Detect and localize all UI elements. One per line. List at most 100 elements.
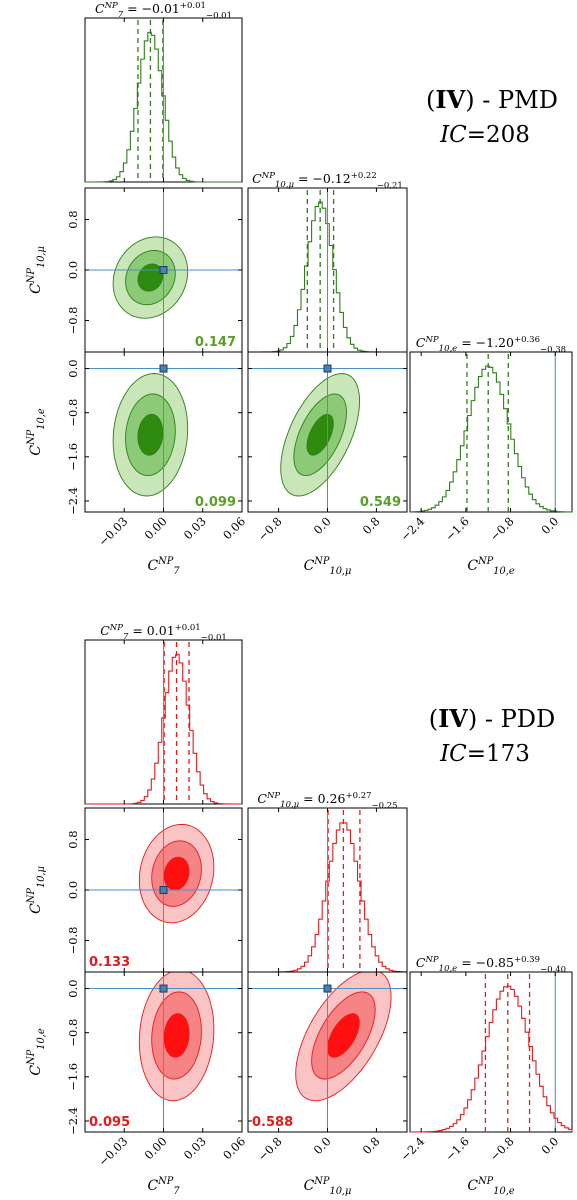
sm-point-marker — [159, 364, 168, 373]
x-tick-label: 0.0 — [539, 514, 562, 537]
x-tick-label: −0.8 — [487, 514, 517, 544]
x-axis-label: CNP10,e — [467, 556, 514, 577]
histogram-10: CNP10,μ = 0.26+0.27−0.25 — [247, 791, 408, 973]
correlation-label: 0.099 — [195, 495, 236, 510]
contour-group — [85, 808, 242, 972]
x-tick-label: 0.06 — [220, 514, 248, 542]
x-tick-label: −1.6 — [442, 1134, 472, 1164]
x-tick-label: −0.8 — [255, 1134, 285, 1164]
y-tick-label: 0.8 — [66, 830, 80, 848]
histogram-title: CNP10,e = −1.20+0.36−0.38 — [416, 335, 566, 355]
contour-panel-1-2: 0.588 — [247, 971, 408, 1133]
contour-1sigma — [163, 856, 190, 891]
contour-1sigma — [137, 263, 164, 292]
contour-group — [85, 188, 242, 352]
x-tick-label: −2.4 — [398, 514, 428, 544]
model-label: (IV) - PDD — [429, 704, 556, 733]
x-tick-label: 0.8 — [360, 514, 383, 537]
histogram-frame — [409, 971, 573, 1133]
histogram-title: CNP7 = −0.01+0.01−0.01 — [95, 1, 232, 21]
x-tick-label: 0.0 — [311, 1134, 334, 1157]
y-tick-label: 0.8 — [66, 210, 80, 228]
x-tick-label: 0.06 — [220, 1134, 248, 1162]
x-tick-label: 0.00 — [142, 514, 170, 542]
x-axis-label: CNP10,μ — [304, 1176, 352, 1197]
contour-panel-1-2: 0.549 — [247, 351, 408, 513]
y-tick-label: −2.4 — [66, 1107, 80, 1135]
x-tick-label: −0.03 — [96, 514, 131, 549]
contour-1sigma — [137, 413, 164, 456]
correlation-label: 0.588 — [252, 1115, 293, 1130]
histogram-10e: CNP10,e = −1.20+0.36−0.38 — [409, 335, 573, 513]
histogram-10: CNP10,μ = −0.12+0.22−0.21 — [247, 171, 408, 353]
model-label: (IV) - PMD — [426, 85, 558, 114]
x-tick-label: 0.03 — [181, 1134, 209, 1162]
corner-plot-pdd: CNP7 = 0.01+0.01−0.01 CNP10,μ = 0.26+0.27… — [26, 623, 573, 1197]
histogram-title: CNP10,μ = 0.26+0.27−0.25 — [257, 791, 397, 811]
ic-label: IC=208 — [439, 122, 530, 148]
histogram-10e: CNP10,e = −0.85+0.39−0.40 — [409, 955, 573, 1133]
histogram-7: CNP7 = 0.01+0.01−0.01 — [84, 623, 243, 805]
histogram-7: CNP7 = −0.01+0.01−0.01 — [84, 1, 243, 183]
histogram-title: CNP7 = 0.01+0.01−0.01 — [100, 623, 227, 643]
x-axis-label: CNP10,μ — [304, 556, 352, 577]
contour-group — [85, 352, 242, 512]
histogram-steps — [409, 365, 573, 513]
x-tick-label: −1.6 — [442, 514, 472, 544]
histogram-steps — [409, 985, 573, 1133]
y-axis-label: CNP10,e — [26, 408, 47, 455]
y-tick-label: −2.4 — [66, 487, 80, 515]
y-tick-label: −0.8 — [66, 1019, 80, 1047]
contour-group — [248, 352, 407, 512]
y-tick-label: 0.0 — [66, 979, 80, 997]
histogram-frame — [409, 351, 573, 513]
y-axis-label: CNP10,μ — [26, 246, 47, 294]
x-tick-label: 0.0 — [539, 1134, 562, 1157]
contour-group — [85, 972, 242, 1132]
y-tick-label: 0.0 — [66, 261, 80, 279]
x-tick-label: −2.4 — [398, 1134, 428, 1164]
y-axis-label: CNP10,e — [26, 1028, 47, 1075]
y-tick-label: −1.6 — [66, 443, 80, 471]
x-axis-label: CNP10,e — [467, 1176, 514, 1197]
sm-point-marker — [159, 886, 168, 894]
sm-point-marker — [159, 984, 168, 993]
contour-panel-0-2: 0.095 — [84, 971, 243, 1133]
histogram-steps — [85, 653, 242, 805]
contour-group — [248, 972, 407, 1132]
x-tick-label: −0.03 — [96, 1134, 131, 1169]
contour-1sigma — [163, 1013, 190, 1058]
correlation-label: 0.133 — [89, 955, 130, 970]
correlation-label: 0.147 — [195, 335, 236, 350]
sm-point-marker — [323, 364, 332, 373]
y-axis-label: CNP10,μ — [26, 866, 47, 914]
histogram-title: CNP10,e = −0.85+0.39−0.40 — [416, 955, 566, 975]
histogram-steps — [85, 31, 242, 183]
x-axis-label: CNP7 — [147, 1176, 180, 1197]
y-tick-label: 0.0 — [66, 359, 80, 377]
y-tick-label: −0.8 — [66, 306, 80, 334]
x-tick-label: 0.0 — [311, 514, 334, 537]
sm-point-marker — [323, 984, 332, 993]
x-tick-label: −0.8 — [255, 514, 285, 544]
sm-point-marker — [159, 266, 168, 274]
contour-1sigma — [306, 413, 334, 456]
correlation-label: 0.095 — [89, 1115, 130, 1130]
contour-panel-0-1: 0.147 — [84, 187, 243, 353]
x-axis-label: CNP7 — [147, 556, 180, 577]
contour-panel-0-1: 0.133 — [84, 807, 243, 973]
corner-plot-pmd: CNP7 = −0.01+0.01−0.01 CNP10,μ = −0.12+0.… — [26, 1, 573, 577]
y-tick-label: −1.6 — [66, 1063, 80, 1091]
x-tick-label: 0.00 — [142, 1134, 170, 1162]
correlation-label: 0.549 — [360, 495, 401, 510]
histogram-title: CNP10,μ = −0.12+0.22−0.21 — [252, 171, 403, 191]
x-tick-label: 0.8 — [360, 1134, 383, 1157]
y-tick-label: 0.0 — [66, 881, 80, 899]
contour-panel-0-2: 0.099 — [84, 351, 243, 513]
x-tick-label: −0.8 — [487, 1134, 517, 1164]
x-tick-label: 0.03 — [181, 514, 209, 542]
y-tick-label: −0.8 — [66, 399, 80, 427]
y-tick-label: −0.8 — [66, 926, 80, 954]
ic-label: IC=173 — [439, 741, 530, 767]
